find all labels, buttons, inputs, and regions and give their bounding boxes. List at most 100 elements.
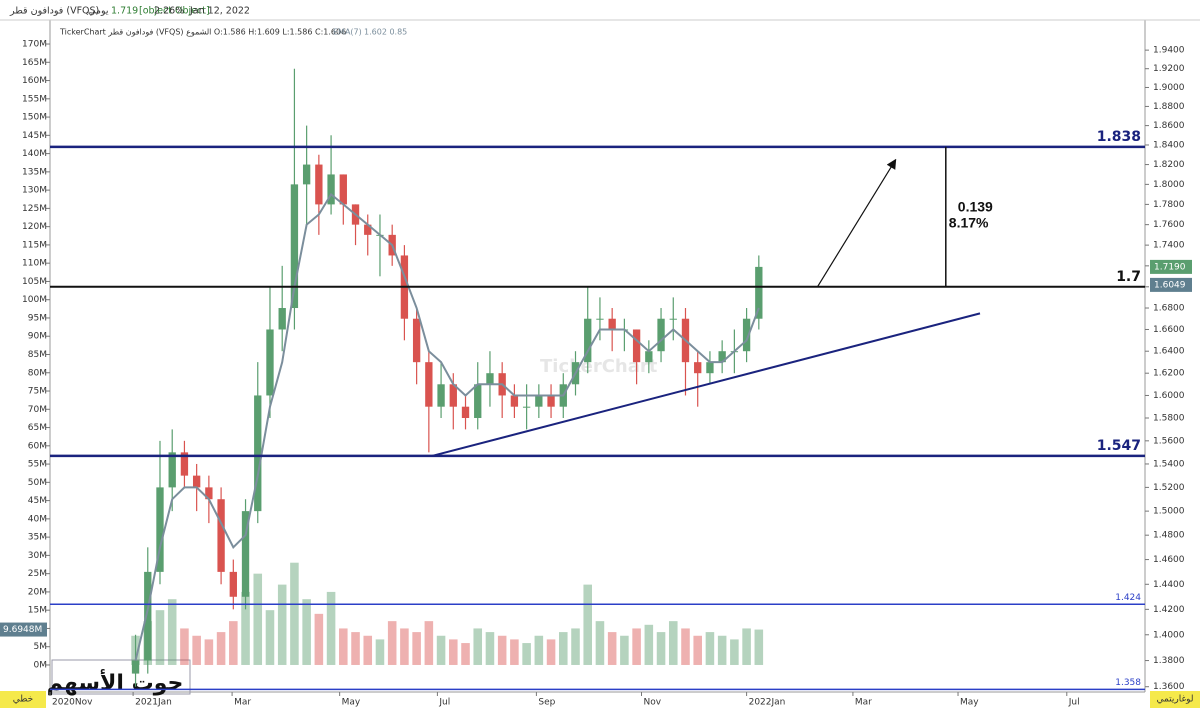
price-tag xyxy=(1150,277,1192,292)
y-tick-label: 1.3800 xyxy=(1153,656,1185,666)
price-tag-label: 1.7190 xyxy=(1154,262,1186,272)
candle-body xyxy=(144,571,152,661)
trendline xyxy=(432,312,981,457)
volume-bar xyxy=(717,635,727,665)
candle-body xyxy=(425,362,433,407)
volume-bar xyxy=(497,635,507,665)
linear-button[interactable] xyxy=(0,691,46,708)
y2-tick-label: 0M xyxy=(34,660,48,670)
y-tick-label: 1.5000 xyxy=(1153,507,1185,517)
y2-tick-label: 130M xyxy=(22,186,47,196)
volume-bar xyxy=(436,635,446,665)
volume-tag-label: 9.6948M xyxy=(3,625,42,635)
y2-tick-label: 125M xyxy=(22,204,47,214)
y2-tick-label: 155M xyxy=(22,94,47,104)
level-label: 1.547 xyxy=(1097,438,1141,454)
change-arrow: [object Object] xyxy=(139,6,210,17)
y-tick-label: 1.4400 xyxy=(1153,580,1185,590)
volume-bar xyxy=(155,610,165,665)
period: يومي xyxy=(88,6,109,17)
y-tick-label: 1.8000 xyxy=(1153,180,1185,190)
candle-body xyxy=(510,395,519,407)
symbol-title: فودافون قطر (VFQS) xyxy=(9,6,99,17)
y-tick-label: 1.7600 xyxy=(1153,220,1185,230)
last-price: 1.719 xyxy=(111,6,138,17)
candle-body xyxy=(742,318,751,352)
candle-body xyxy=(535,395,543,407)
candle-body xyxy=(437,384,445,407)
ema-readout: 1.602 0.85 xyxy=(364,28,407,37)
candle-body xyxy=(217,499,225,572)
log-button[interactable] xyxy=(1150,691,1200,708)
candle-body xyxy=(632,329,641,363)
x-tick-label: Mar xyxy=(855,698,872,708)
y-tick-label: 1.6600 xyxy=(1153,325,1185,335)
volume-bar xyxy=(510,639,519,665)
candle-body xyxy=(278,308,286,330)
x-tick-label: 2020Nov xyxy=(52,698,93,708)
y-tick-label: 1.7400 xyxy=(1153,241,1185,251)
candle-body xyxy=(339,174,347,205)
volume-bar xyxy=(546,639,556,665)
y2-tick-label: 150M xyxy=(22,113,47,123)
volume-bar xyxy=(192,635,201,665)
volume-bar xyxy=(229,621,238,665)
y-tick-label: 1.8400 xyxy=(1153,140,1185,150)
volume-bar xyxy=(400,628,409,665)
candle-body xyxy=(266,329,274,396)
level-label: 1.424 xyxy=(1115,593,1141,603)
candle-body xyxy=(522,406,531,408)
volume-bar xyxy=(705,632,715,665)
y2-tick-label: 135M xyxy=(22,167,47,177)
watermark: TickerChart xyxy=(540,356,658,377)
y-tick-label: 1.4200 xyxy=(1153,605,1185,615)
volume-bar xyxy=(314,613,324,665)
log-label[interactable]: لوغاريتمي xyxy=(1156,695,1193,705)
x-tick-label: 2022Jan xyxy=(749,698,786,708)
volume-bar xyxy=(167,599,177,665)
linear-label[interactable]: خطي xyxy=(13,695,33,705)
y-tick-label: 1.8800 xyxy=(1153,102,1185,112)
volume-bar xyxy=(424,621,434,665)
y-tick-label: 1.4600 xyxy=(1153,555,1185,565)
y2-tick-label: 35M xyxy=(28,533,47,543)
y2-tick-label: 165M xyxy=(22,58,47,68)
volume-bar xyxy=(644,624,654,665)
date: Jan 12, 2022 xyxy=(189,6,250,17)
measure-percent: 8.17% xyxy=(949,215,989,231)
y-tick-label: 1.8600 xyxy=(1153,121,1185,131)
candle-body xyxy=(302,164,311,185)
volume-bar xyxy=(656,632,666,665)
volume-bar xyxy=(375,639,385,665)
candle-body xyxy=(156,487,164,572)
y2-tick-label: 20M xyxy=(28,587,47,597)
y2-tick-label: 85M xyxy=(28,350,47,360)
y2-tick-label: 75M xyxy=(28,387,47,397)
volume-bar xyxy=(693,635,702,665)
x-tick-label: Jul xyxy=(438,698,450,708)
volume-bar xyxy=(290,562,299,665)
volume-bar xyxy=(632,628,641,665)
y2-tick-label: 25M xyxy=(28,569,47,579)
volume-bar xyxy=(351,632,360,665)
volume-bar xyxy=(204,639,214,665)
volume-bar xyxy=(754,629,764,665)
x-tick-label: Jul xyxy=(1068,698,1080,708)
ema-name: EMA(7) xyxy=(333,28,362,37)
y-tick-label: 1.5800 xyxy=(1153,414,1185,424)
level-label: 1.358 xyxy=(1115,678,1141,688)
volume-bar xyxy=(620,635,629,665)
y-tick-label: 1.5600 xyxy=(1153,436,1185,446)
candle-body xyxy=(290,184,299,309)
volume-bar xyxy=(363,635,373,665)
price-tag-label: 1.6049 xyxy=(1154,280,1186,290)
legend-text: TickerChart فودافون قطر (VFQS) الشموع O:… xyxy=(59,28,346,37)
volume-bar xyxy=(253,573,263,665)
candle-body xyxy=(449,384,457,407)
y2-tick-label: 80M xyxy=(28,368,47,378)
y2-tick-label: 115M xyxy=(22,240,47,250)
volume-bar xyxy=(534,635,544,665)
candle-body xyxy=(596,318,604,320)
volume-bar xyxy=(449,639,458,665)
